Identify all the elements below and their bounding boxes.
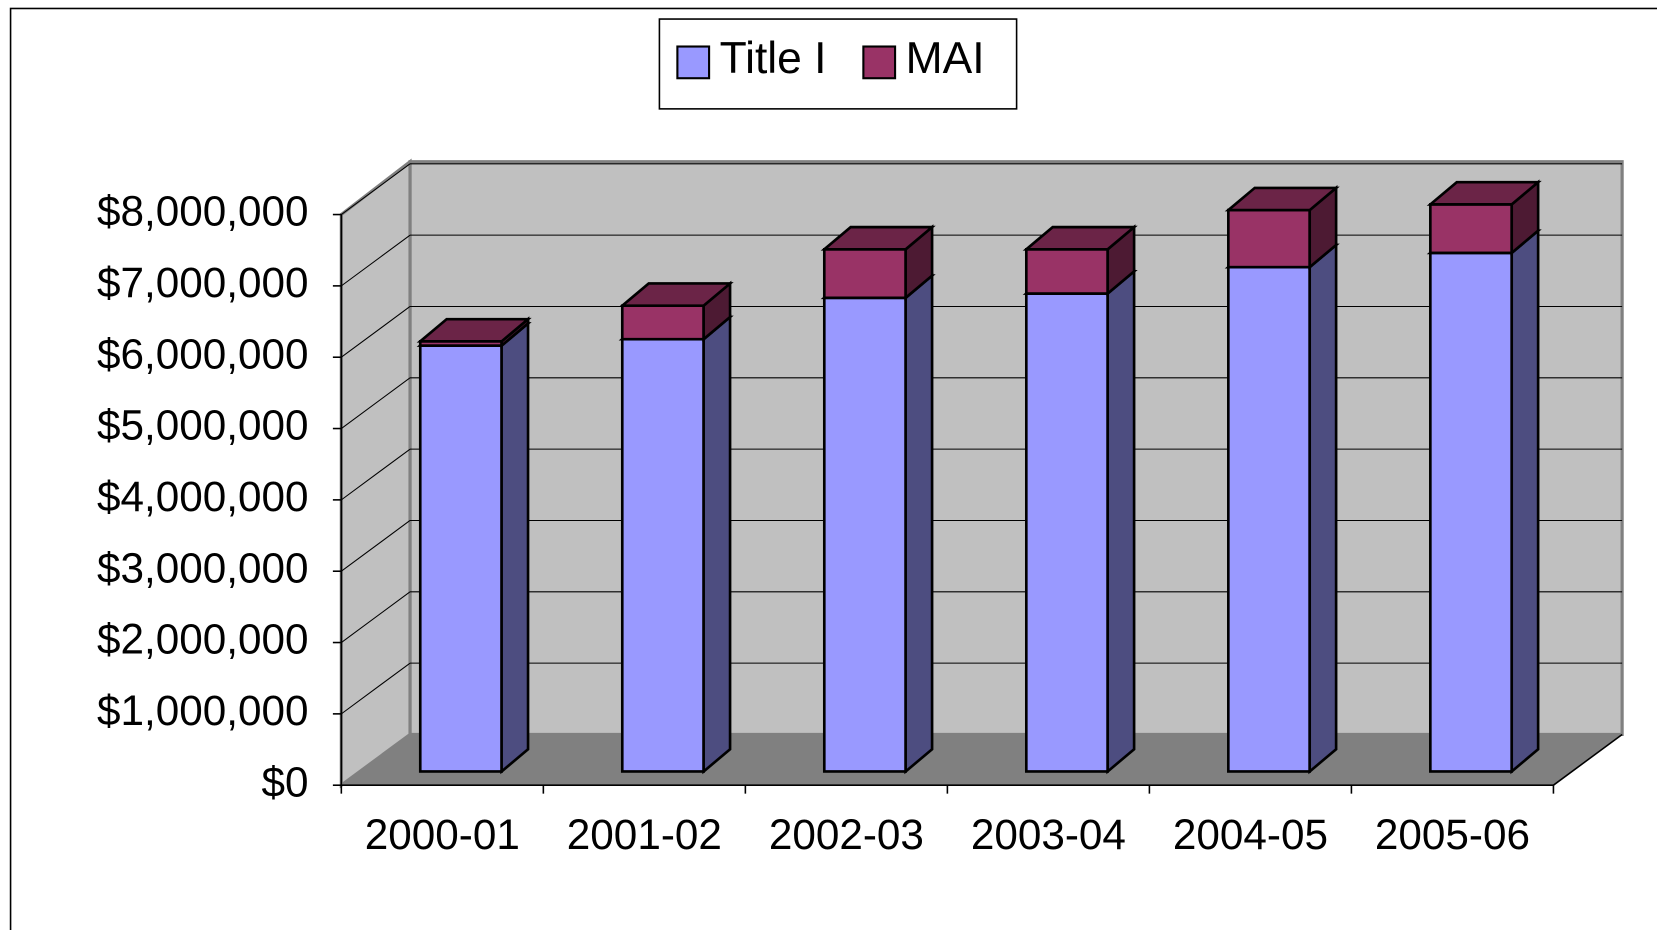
bar-segment bbox=[618, 314, 734, 775]
bar-front bbox=[418, 344, 503, 773]
bar-segment bbox=[1022, 268, 1138, 775]
y-tick-label: $7,000,000 bbox=[97, 259, 309, 306]
bar-segment bbox=[1224, 185, 1340, 270]
y-tick-label: $8,000,000 bbox=[97, 188, 309, 235]
bar-segment bbox=[1022, 224, 1138, 297]
bar-top bbox=[416, 317, 532, 343]
bar-front bbox=[1429, 203, 1514, 255]
bar-side bbox=[904, 272, 934, 775]
bar-front bbox=[1429, 251, 1514, 773]
legend-swatch bbox=[676, 45, 711, 80]
legend-label: Title I bbox=[720, 34, 827, 83]
bar-segment bbox=[1426, 179, 1542, 256]
plot: $0 $1,000,000 $2,000,000 $3,000,000 $4,000,0… bbox=[97, 163, 1623, 858]
grid-line bbox=[341, 448, 411, 501]
bar-top bbox=[1022, 225, 1138, 251]
bar-front bbox=[1227, 208, 1312, 269]
y-tick-label: $5,000,000 bbox=[97, 402, 309, 449]
bar-front bbox=[620, 304, 705, 341]
legend-box bbox=[658, 18, 1018, 110]
y-tick-label: $3,000,000 bbox=[97, 544, 309, 591]
grid-line bbox=[341, 163, 411, 215]
bar-front bbox=[1024, 247, 1110, 295]
bar-side bbox=[1510, 227, 1540, 775]
bar-front bbox=[1024, 292, 1110, 773]
grid-line bbox=[341, 234, 411, 287]
grid-line bbox=[341, 377, 411, 429]
bar-side bbox=[1308, 242, 1338, 775]
bar-segment bbox=[820, 272, 936, 775]
grid-line bbox=[341, 591, 411, 643]
legend-label: MAI bbox=[906, 34, 985, 83]
grid-line bbox=[341, 662, 411, 715]
bar-top bbox=[618, 282, 734, 307]
x-tick-label: 2001-02 bbox=[567, 811, 722, 858]
x-tick-label: 2000-01 bbox=[365, 811, 520, 858]
bar-top bbox=[820, 225, 936, 251]
bar-front bbox=[822, 247, 907, 300]
legend-swatch bbox=[862, 45, 897, 80]
bar-top bbox=[1224, 186, 1340, 212]
x-tick-label: 2003-04 bbox=[971, 811, 1126, 858]
y-tick-label: $4,000,000 bbox=[97, 473, 309, 520]
bar-side bbox=[500, 320, 530, 775]
x-tick-label: 2002-03 bbox=[769, 811, 924, 858]
x-tick-label: 2004-05 bbox=[1173, 811, 1328, 858]
grid-line bbox=[341, 306, 411, 358]
bar-segment bbox=[1224, 242, 1340, 775]
y-tick-label: $2,000,000 bbox=[97, 616, 309, 663]
x-tick-label: 2005-06 bbox=[1375, 811, 1530, 858]
bar-front bbox=[822, 296, 907, 773]
floor-edge bbox=[1552, 733, 1623, 786]
bar-side bbox=[702, 314, 732, 775]
bar-front bbox=[620, 337, 705, 773]
y-tick-label: $0 bbox=[262, 758, 309, 805]
bar-segment bbox=[618, 280, 734, 343]
bar-side bbox=[1106, 268, 1136, 775]
bar-segment bbox=[416, 320, 532, 775]
bar-front bbox=[1227, 265, 1312, 773]
bar-segment bbox=[1426, 227, 1542, 775]
bar-top bbox=[1426, 180, 1542, 206]
y-tick-label: $6,000,000 bbox=[97, 330, 309, 377]
y-tick-label: $1,000,000 bbox=[97, 687, 309, 734]
bar-segment bbox=[416, 316, 532, 349]
side-wall bbox=[339, 158, 412, 789]
grid-line bbox=[341, 520, 411, 572]
bar-segment bbox=[820, 224, 936, 301]
